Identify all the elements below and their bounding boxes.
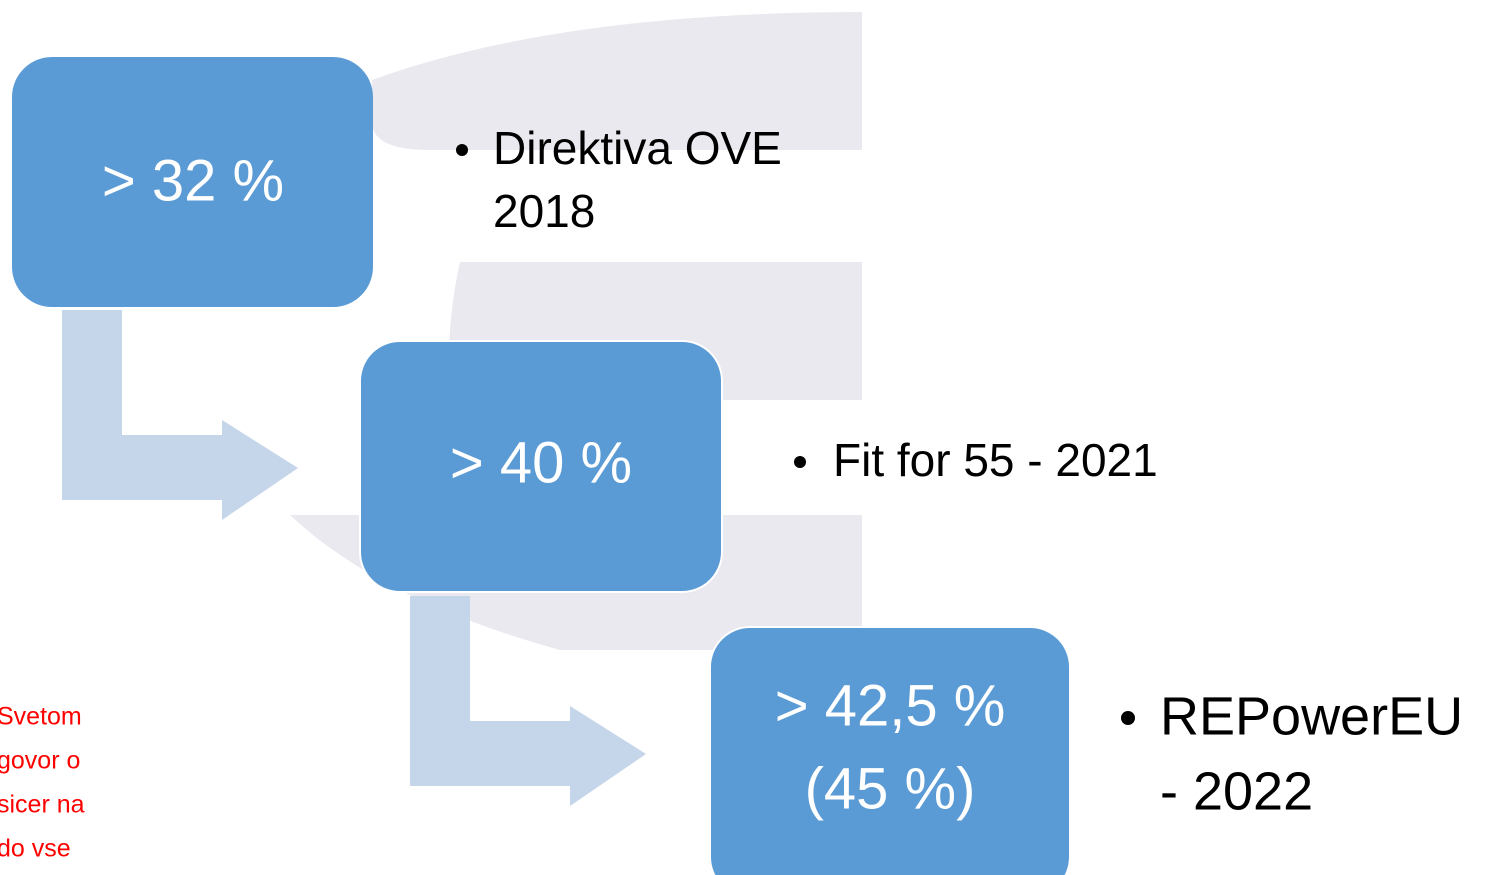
note-text: do vse bbox=[0, 835, 71, 863]
box-label: > 32 % bbox=[102, 148, 284, 213]
bullet-dot bbox=[1121, 711, 1135, 725]
note-text: govor o bbox=[0, 747, 80, 775]
box-label: > 42,5 % bbox=[775, 673, 1006, 738]
arrow bbox=[62, 310, 298, 520]
arrow bbox=[410, 596, 646, 806]
bullet-text: Fit for 55 - 2021 bbox=[833, 434, 1158, 486]
watermark-bar bbox=[371, 12, 862, 150]
bullet-dot bbox=[456, 144, 468, 156]
box-label: (45 %) bbox=[805, 756, 976, 821]
box bbox=[12, 57, 373, 307]
box-label: > 40 % bbox=[450, 430, 632, 495]
bullet-dot bbox=[794, 456, 806, 468]
note-text: sicer na bbox=[0, 791, 85, 819]
bullet-text: Direktiva OVE bbox=[493, 122, 782, 174]
box bbox=[709, 626, 1071, 875]
bullet-text: REPowerEU bbox=[1160, 686, 1463, 746]
bullet-text: 2018 bbox=[493, 185, 595, 237]
note-text: Svetom bbox=[0, 703, 82, 731]
box bbox=[359, 340, 723, 593]
bullet-text: - 2022 bbox=[1160, 761, 1313, 821]
